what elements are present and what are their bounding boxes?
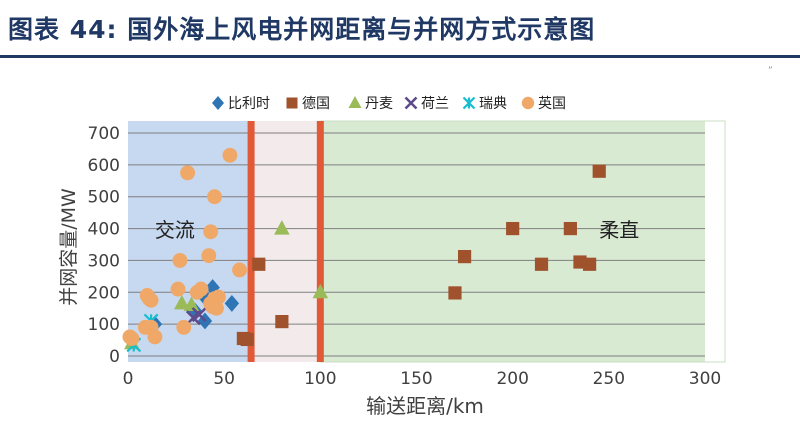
legend-label: 荷兰 — [421, 96, 449, 112]
x-tick-label: 150 — [400, 369, 432, 389]
data-point — [252, 257, 266, 271]
data-point — [457, 250, 472, 264]
legend-marker — [521, 96, 535, 110]
data-point — [222, 147, 238, 163]
data-point — [312, 283, 329, 299]
legend: 比利时 德国 丹麦 荷兰 瑞典 英国 — [212, 95, 566, 112]
y-tick-label: 600 — [88, 156, 120, 176]
series-square — [236, 164, 606, 347]
data-point — [207, 189, 222, 205]
data-point — [174, 295, 190, 310]
point-layer — [122, 147, 606, 353]
data-point — [180, 165, 196, 181]
figure-title: 图表 44: 国外海上风电并网距离与并网方式示意图 — [8, 15, 596, 44]
data-point — [240, 332, 254, 347]
y-tick-label: 700 — [88, 124, 120, 144]
legend-label: 英国 — [538, 95, 566, 112]
data-point — [563, 221, 577, 236]
data-point — [275, 314, 289, 329]
legend-item: 荷兰 — [404, 96, 449, 112]
data-point — [124, 331, 140, 346]
divider-line — [247, 121, 255, 362]
y-tick-label: 200 — [88, 283, 120, 303]
title-rule — [0, 55, 800, 58]
y-tick-label: 300 — [88, 251, 120, 271]
legend-item: 瑞典 — [462, 96, 507, 112]
data-point — [172, 252, 188, 268]
zone-label-layer: 交流 柔直 — [155, 218, 639, 242]
data-point — [183, 296, 200, 312]
data-point — [205, 279, 220, 296]
data-point — [201, 248, 217, 264]
y-tick-label: 0 — [109, 347, 120, 367]
legend-item: 丹麦 — [348, 96, 393, 112]
x-tick-label: 50 — [213, 369, 235, 389]
x-tick-label: 100 — [304, 369, 336, 389]
x-tick-label: 0 — [123, 369, 134, 389]
data-point — [224, 295, 240, 312]
data-point — [203, 224, 219, 240]
divider-layer — [247, 121, 324, 362]
x-tick-label: 300 — [689, 369, 721, 389]
legend-marker — [462, 96, 476, 110]
data-point — [147, 329, 163, 345]
legend-label: 丹麦 — [365, 96, 393, 112]
y-axis-label: 并网容量/MW — [58, 188, 80, 306]
series-circle — [122, 147, 247, 346]
data-point — [176, 319, 192, 335]
data-point — [448, 286, 462, 300]
y-tick-label: 400 — [88, 220, 120, 240]
tick-layer: 0 100 200 300 400 500 600 700 0 50 100 150 200 250 300 — [88, 124, 722, 389]
data-point — [534, 257, 549, 271]
legend-marker — [286, 97, 298, 109]
y-tick-label: 100 — [88, 315, 120, 335]
data-point — [143, 292, 159, 308]
data-point — [170, 281, 186, 297]
legend-item: 英国 — [521, 95, 566, 112]
zone-label-ac: 交流 — [155, 218, 195, 242]
data-point — [189, 284, 205, 300]
data-point — [209, 300, 224, 316]
legend-marker — [348, 96, 362, 108]
legend-marker — [212, 96, 224, 110]
divider-line — [316, 121, 324, 362]
y-tick-label: 500 — [88, 188, 120, 208]
legend-label: 比利时 — [228, 96, 270, 112]
legend-label: 瑞典 — [479, 96, 507, 112]
x-tick-label: 250 — [593, 369, 625, 389]
data-point — [506, 221, 520, 236]
legend-marker — [404, 96, 418, 110]
grid-layer — [128, 132, 705, 357]
data-point — [232, 262, 247, 278]
data-point — [274, 220, 290, 235]
x-tick-label: 200 — [496, 369, 528, 389]
legend-item: 德国 — [286, 96, 330, 112]
zone-label-dc: 柔直 — [599, 218, 639, 242]
data-point — [592, 164, 606, 178]
data-point — [191, 307, 207, 323]
page-mark: ” — [768, 66, 773, 76]
data-point — [583, 257, 597, 271]
x-axis-label: 输送距离/km — [366, 394, 484, 418]
legend-label: 德国 — [302, 96, 330, 112]
zone-dc — [320, 121, 705, 362]
legend-item: 比利时 — [212, 96, 270, 112]
